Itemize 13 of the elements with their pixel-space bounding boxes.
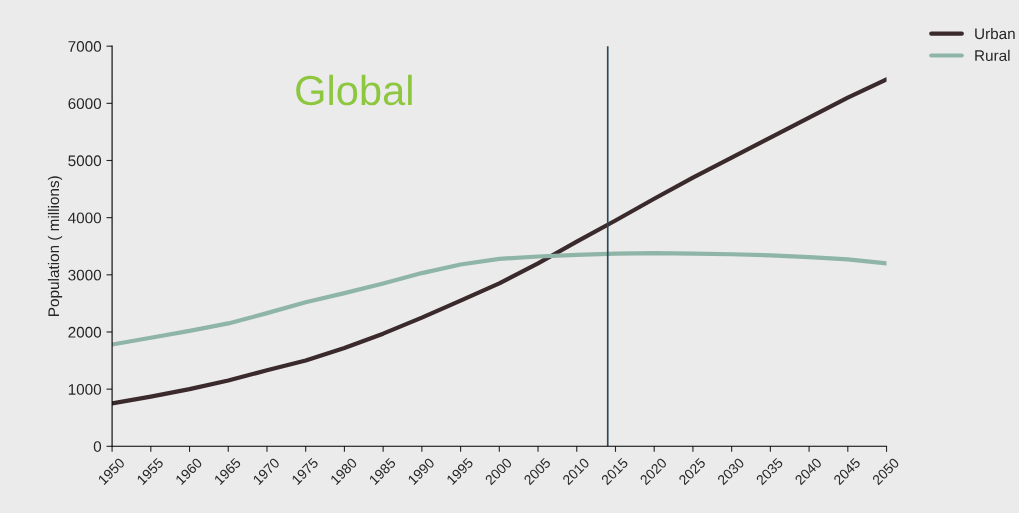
legend-label: Rural bbox=[975, 49, 1010, 62]
line-series bbox=[112, 251, 887, 347]
legend-label: Urban bbox=[975, 27, 1015, 40]
y-tick-label: 5000 bbox=[68, 155, 102, 167]
text: Global bbox=[296, 74, 412, 106]
y-axis-title: Population ( millions) bbox=[47, 176, 63, 316]
y-tick-label: 4000 bbox=[68, 212, 102, 224]
y-tick-label: 2000 bbox=[68, 326, 102, 338]
y-tick-label: 1000 bbox=[68, 384, 102, 395]
y-tick-label: 6000 bbox=[68, 98, 102, 110]
y-tick-label: 3000 bbox=[68, 269, 102, 281]
y-tick-label: 0 bbox=[93, 441, 102, 452]
y-tick-label: 7000 bbox=[68, 41, 102, 52]
